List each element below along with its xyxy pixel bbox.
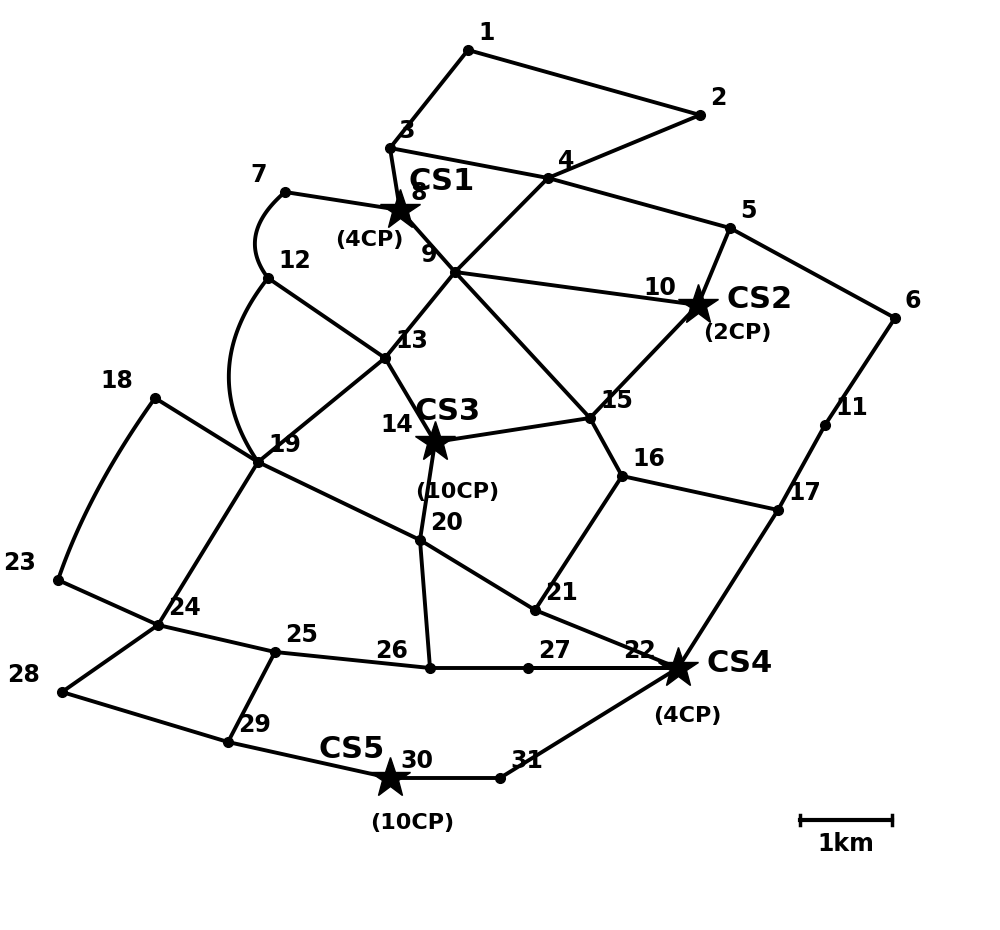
Text: CS3: CS3: [415, 397, 481, 427]
Text: 31: 31: [510, 749, 543, 773]
Text: 12: 12: [278, 249, 311, 273]
Text: 7: 7: [250, 163, 267, 187]
Text: 19: 19: [268, 433, 301, 457]
Text: (2CP): (2CP): [703, 323, 771, 343]
Text: 1km: 1km: [818, 832, 874, 856]
Text: 8: 8: [410, 181, 426, 205]
Text: 18: 18: [100, 369, 133, 393]
Text: 11: 11: [835, 396, 868, 420]
Text: 17: 17: [788, 481, 821, 505]
Text: 13: 13: [395, 329, 428, 353]
Text: 25: 25: [285, 623, 318, 647]
Text: 16: 16: [632, 447, 665, 471]
Text: 9: 9: [420, 243, 437, 267]
Text: CS5: CS5: [318, 736, 384, 764]
Text: (10CP): (10CP): [370, 813, 454, 833]
Text: CS1: CS1: [408, 167, 474, 196]
Text: 5: 5: [740, 199, 757, 223]
Text: 10: 10: [643, 276, 676, 300]
Text: (4CP): (4CP): [335, 230, 403, 250]
Text: 14: 14: [380, 413, 413, 437]
Text: 28: 28: [7, 663, 40, 687]
Text: 30: 30: [400, 749, 433, 773]
Text: CS2: CS2: [726, 286, 792, 314]
Text: 1: 1: [478, 21, 494, 45]
Text: 15: 15: [600, 389, 633, 413]
Text: CS4: CS4: [706, 648, 772, 677]
Text: 21: 21: [545, 581, 578, 605]
Text: 23: 23: [3, 551, 36, 575]
Text: 6: 6: [905, 289, 922, 313]
Text: 4: 4: [558, 149, 574, 173]
Text: 24: 24: [168, 596, 201, 620]
Text: 2: 2: [710, 86, 726, 110]
Text: 29: 29: [238, 713, 271, 737]
Text: 27: 27: [538, 639, 571, 663]
Text: 20: 20: [430, 511, 463, 535]
Text: (4CP): (4CP): [653, 706, 721, 726]
Text: (10CP): (10CP): [415, 482, 499, 502]
Text: 3: 3: [398, 119, 415, 143]
Text: 26: 26: [375, 639, 408, 663]
Text: 22: 22: [623, 639, 656, 663]
